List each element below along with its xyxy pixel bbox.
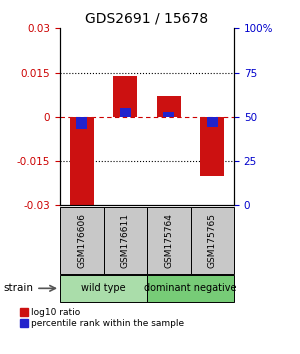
Text: GSM175764: GSM175764 xyxy=(164,213,173,268)
Text: GSM175765: GSM175765 xyxy=(208,213,217,268)
Text: wild type: wild type xyxy=(81,283,126,293)
Bar xyxy=(147,275,234,302)
Bar xyxy=(60,207,103,274)
Bar xyxy=(190,207,234,274)
Bar xyxy=(120,108,131,117)
Title: GDS2691 / 15678: GDS2691 / 15678 xyxy=(85,12,208,26)
Text: strain: strain xyxy=(3,283,33,293)
Text: GSM176611: GSM176611 xyxy=(121,213,130,268)
Bar xyxy=(207,117,218,127)
Bar xyxy=(200,117,224,176)
Bar xyxy=(147,207,190,274)
Bar xyxy=(163,112,174,117)
Legend: log10 ratio, percentile rank within the sample: log10 ratio, percentile rank within the … xyxy=(20,308,184,328)
Bar xyxy=(113,75,137,117)
Bar xyxy=(70,117,94,211)
Bar xyxy=(103,207,147,274)
Bar xyxy=(60,275,147,302)
Text: dominant negative: dominant negative xyxy=(144,283,237,293)
Bar xyxy=(157,96,181,117)
Bar xyxy=(76,117,87,129)
Text: GSM176606: GSM176606 xyxy=(77,213,86,268)
